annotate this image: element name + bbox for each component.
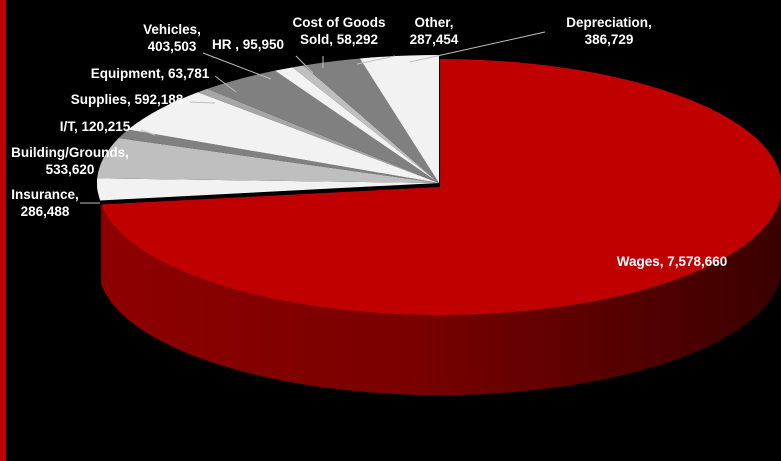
wages-data-label: Wages, 7,578,660 bbox=[617, 254, 728, 269]
depreciation-leader-line bbox=[409, 31, 546, 63]
wages-slice-wall bbox=[101, 196, 781, 395]
depreciation-data-label: Depreciation, 386,729 bbox=[566, 15, 652, 47]
leader-lines bbox=[80, 31, 546, 204]
equipment-data-label: Equipment, 63,781 bbox=[91, 66, 210, 81]
equipment-leader-line bbox=[214, 75, 237, 93]
other-slice bbox=[303, 58, 439, 183]
other-data-label: Other, 287,454 bbox=[410, 15, 459, 47]
hr-slice bbox=[274, 67, 439, 183]
vehicles-data-label: Vehicles, 403,503 bbox=[143, 22, 201, 54]
supplies-slice bbox=[128, 92, 439, 183]
hr-data-label: HR , 95,950 bbox=[212, 37, 284, 52]
accent-bar bbox=[0, 0, 6, 461]
data-labels: Wages, 7,578,660 Insurance, 286,488 Buildin… bbox=[11, 15, 727, 269]
hr-leader-line bbox=[295, 55, 314, 74]
cost-of-goods-sold-slice bbox=[292, 65, 439, 183]
pie-slices bbox=[97, 55, 781, 315]
equipment-slice bbox=[197, 88, 439, 183]
vehicles-leader-line bbox=[202, 52, 272, 80]
building-grounds-slice bbox=[97, 138, 440, 183]
wages-slice bbox=[101, 59, 781, 315]
depreciation-slice bbox=[359, 55, 439, 183]
other-leader-line bbox=[356, 55, 396, 65]
vehicles-slice bbox=[207, 70, 439, 183]
supplies-data-label: Supplies, 592,188 bbox=[71, 92, 184, 107]
insurance-data-label: Insurance, 286,488 bbox=[11, 187, 79, 219]
i-t-slice bbox=[118, 129, 440, 183]
insurance-slice bbox=[97, 178, 440, 201]
i-t-data-label: I/T, 120,215 bbox=[60, 119, 131, 134]
i-t-leader-line bbox=[140, 129, 156, 136]
supplies-leader-line bbox=[189, 101, 216, 104]
cost-of-goods-sold-data-label: Cost of Goods Sold, 58,292 bbox=[293, 15, 386, 47]
building-grounds-data-label: Building/Grounds, 533,620 bbox=[11, 145, 129, 177]
